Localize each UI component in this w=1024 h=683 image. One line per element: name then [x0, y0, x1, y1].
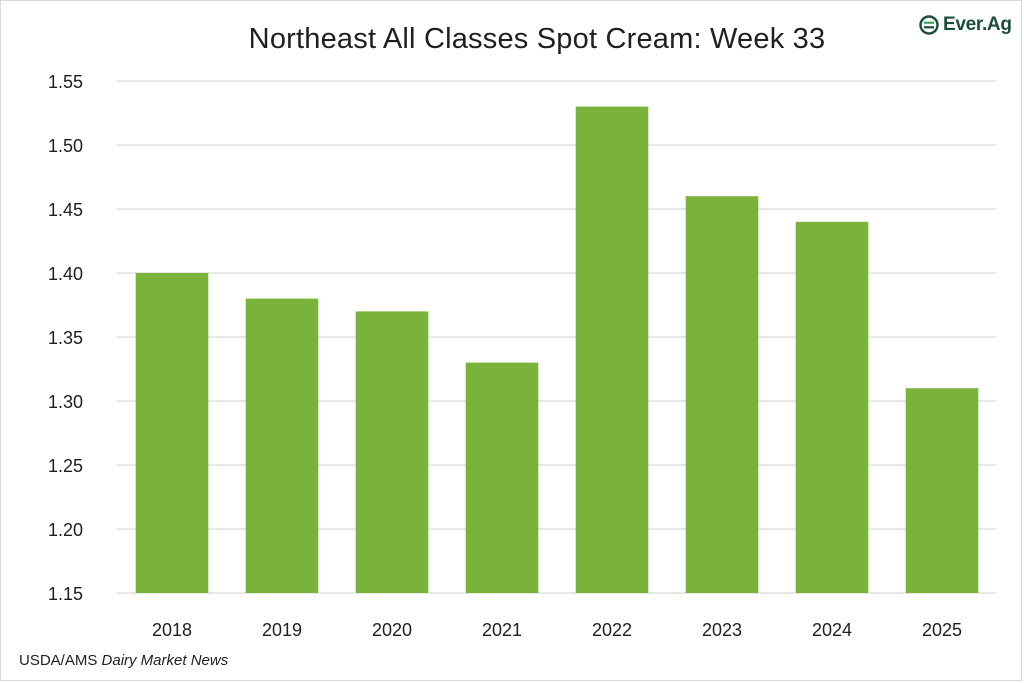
x-tick-label: 2019	[262, 620, 302, 640]
bar-2018	[135, 273, 209, 593]
y-tick-label: 1.15	[48, 584, 83, 604]
y-tick-label: 1.30	[48, 392, 83, 412]
bar-2019	[245, 298, 319, 593]
y-tick-label: 1.25	[48, 456, 83, 476]
bar-2025	[905, 388, 979, 593]
y-tick-label: 1.55	[48, 72, 83, 92]
x-tick-label: 2023	[702, 620, 742, 640]
source-prefix: USDA/AMS	[19, 652, 102, 669]
y-tick-label: 1.40	[48, 264, 83, 284]
ever-ag-logo-text: Ever.Ag	[943, 14, 1012, 35]
y-tick-label: 1.20	[48, 520, 83, 540]
x-tick-label: 2020	[372, 620, 412, 640]
y-tick-label: 1.45	[48, 200, 83, 220]
y-tick-label: 1.35	[48, 328, 83, 348]
bar-2020	[355, 311, 429, 593]
x-tick-label: 2021	[482, 620, 522, 640]
ever-ag-logo-icon	[919, 15, 939, 35]
source-note: USDA/AMS Dairy Market News	[19, 652, 228, 669]
bar-2024	[795, 221, 869, 594]
bars	[135, 106, 979, 594]
y-axis-ticks: 1.15 1.20 1.25 1.30 1.35 1.40 1.45 1.50 1.55	[48, 72, 83, 604]
bar-2021	[465, 362, 539, 593]
ever-ag-logo: Ever.Ag	[919, 14, 1012, 36]
bar-2023	[685, 196, 759, 593]
y-tick-label: 1.50	[48, 136, 83, 156]
x-tick-label: 2022	[592, 620, 632, 640]
chart-title: Northeast All Classes Spot Cream: Week 3…	[248, 23, 826, 55]
x-tick-label: 2018	[152, 620, 192, 640]
source-publication: Dairy Market News	[101, 652, 229, 669]
bar-2022	[575, 106, 649, 593]
x-tick-label: 2024	[812, 620, 852, 640]
x-tick-label: 2025	[922, 620, 962, 640]
x-axis-ticks: 2018 2019 2020 2021 2022 2023 2024 2025	[152, 620, 962, 640]
